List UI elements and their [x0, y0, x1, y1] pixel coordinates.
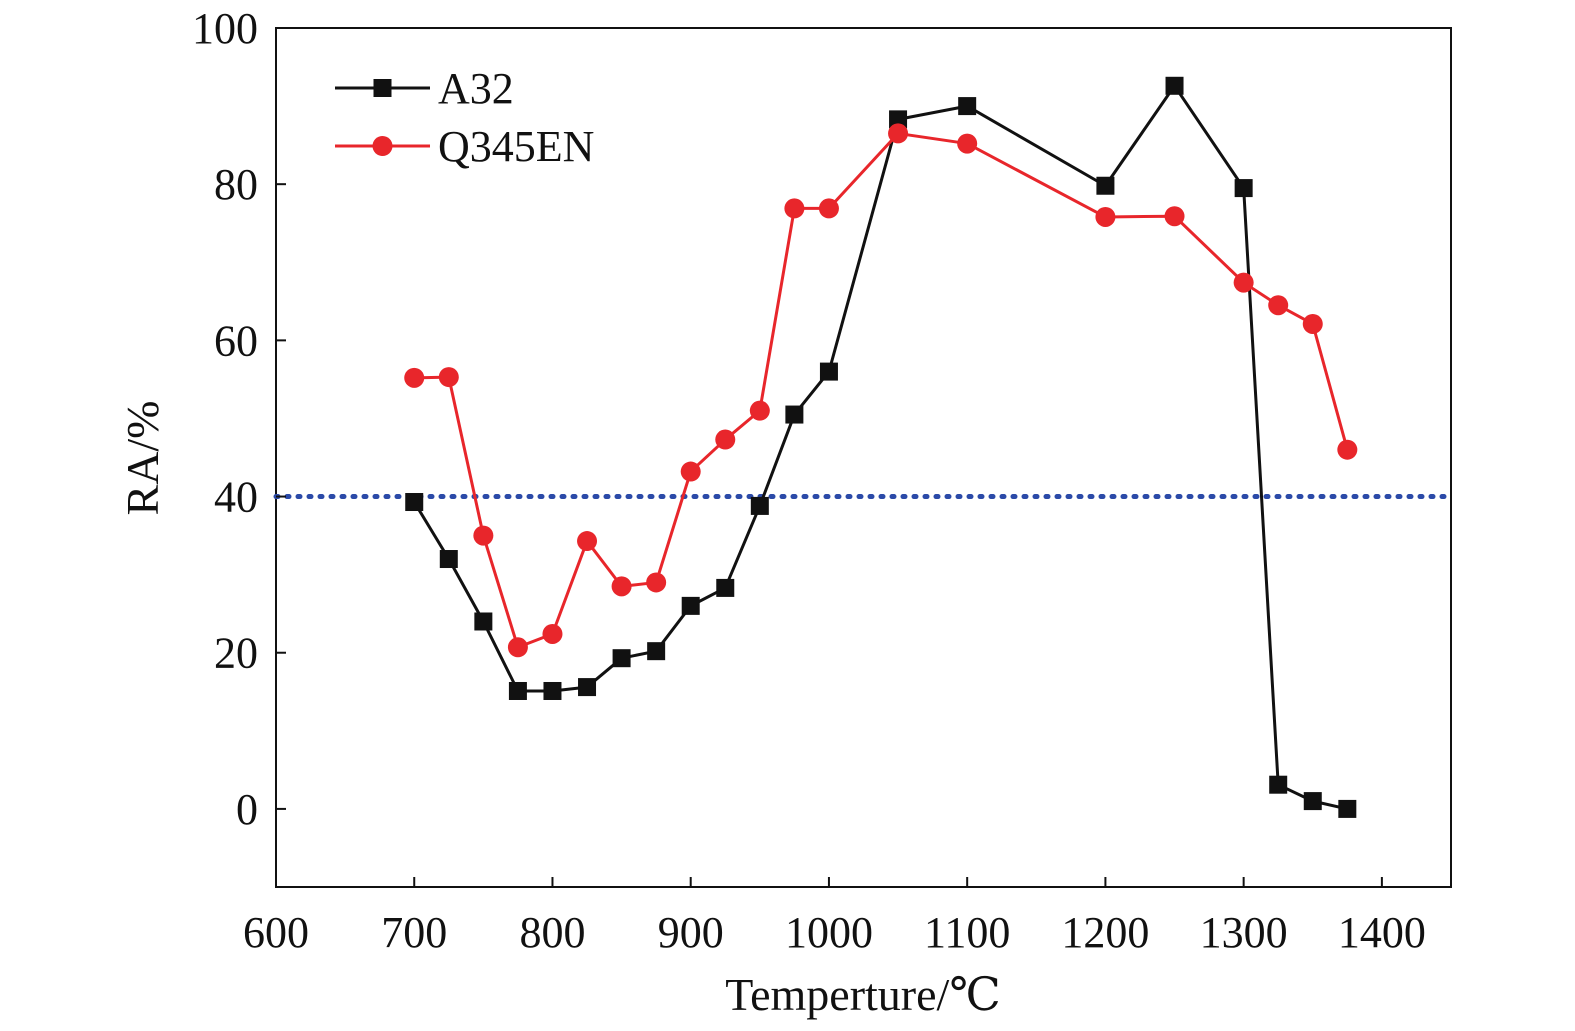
- data-point-q345en: [438, 367, 459, 388]
- ticks-layer: 600 700 800 900 1000 1100 1200 1300 1400 0 20 40 60 8…: [192, 4, 1426, 957]
- data-point-a32: [785, 405, 804, 424]
- data-point-q345en: [507, 637, 528, 658]
- data-point-q345en: [577, 531, 598, 552]
- data-point-q345en: [680, 461, 701, 482]
- data-point-q345en: [542, 623, 563, 644]
- legend-marker-a32: [373, 79, 392, 97]
- data-point-q345en: [473, 525, 494, 546]
- data-point-q345en: [1302, 313, 1323, 334]
- x-tick-label: 600: [243, 908, 309, 957]
- x-tick-label: 1100: [924, 908, 1010, 957]
- data-point-q345en: [818, 198, 839, 219]
- series-layer: [404, 76, 1358, 818]
- data-point-a32: [578, 678, 597, 697]
- y-axis-title: RA/%: [117, 401, 168, 516]
- plot-frame: [275, 27, 1452, 888]
- y-tick-label: 80: [214, 160, 258, 209]
- data-point-q345en: [1164, 206, 1185, 227]
- x-tick-label: 1300: [1200, 908, 1288, 957]
- data-point-q345en: [957, 133, 978, 154]
- data-point-q345en: [1095, 206, 1116, 227]
- data-point-q345en: [611, 576, 632, 597]
- x-tick-label: 1200: [1061, 908, 1149, 957]
- data-point-a32: [508, 681, 527, 700]
- data-point-a32: [1269, 775, 1288, 794]
- data-point-q345en: [1268, 295, 1289, 316]
- data-point-q345en: [404, 367, 425, 388]
- y-tick-label: 40: [214, 473, 258, 522]
- y-tick-label: 0: [236, 785, 258, 834]
- data-point-a32: [1165, 76, 1184, 95]
- data-point-a32: [647, 642, 666, 661]
- data-point-a32: [819, 362, 838, 381]
- x-tick-label: 1000: [785, 908, 873, 957]
- data-point-a32: [889, 110, 908, 129]
- data-point-a32: [1338, 799, 1357, 818]
- data-point-q345en: [1337, 439, 1358, 460]
- x-tick-label: 700: [381, 908, 447, 957]
- data-point-a32: [716, 578, 735, 597]
- legend: A32 Q345EN: [335, 64, 594, 171]
- y-tick-label: 100: [192, 4, 258, 53]
- data-point-a32: [439, 550, 458, 569]
- data-point-a32: [1096, 176, 1115, 195]
- legend-marker-q345en: [372, 136, 393, 156]
- legend-label-a32: A32: [438, 64, 514, 113]
- data-point-q345en: [715, 429, 736, 450]
- data-point-a32: [612, 649, 631, 668]
- data-point-q345en: [888, 123, 909, 144]
- series-line-q345en: [414, 131, 1349, 649]
- y-tick-label: 20: [214, 629, 258, 678]
- x-tick-label: 800: [519, 908, 585, 957]
- data-point-a32: [1234, 179, 1253, 198]
- series-line-a32: [412, 84, 1348, 811]
- data-point-a32: [958, 97, 977, 116]
- data-point-a32: [474, 612, 493, 631]
- data-point-a32: [1303, 792, 1322, 811]
- data-point-q345en: [749, 400, 770, 421]
- data-point-q345en: [1233, 272, 1254, 293]
- legend-label-q345en: Q345EN: [438, 122, 594, 171]
- data-point-q345en: [646, 572, 667, 593]
- x-tick-label: 900: [658, 908, 724, 957]
- data-point-a32: [543, 681, 562, 700]
- data-point-a32: [681, 596, 700, 615]
- data-point-a32: [405, 493, 424, 512]
- data-point-q345en: [784, 198, 805, 219]
- data-point-a32: [750, 496, 769, 515]
- x-tick-label: 1400: [1338, 908, 1426, 957]
- x-axis-title: Temperture/℃: [725, 969, 1001, 1020]
- y-tick-label: 60: [214, 316, 258, 365]
